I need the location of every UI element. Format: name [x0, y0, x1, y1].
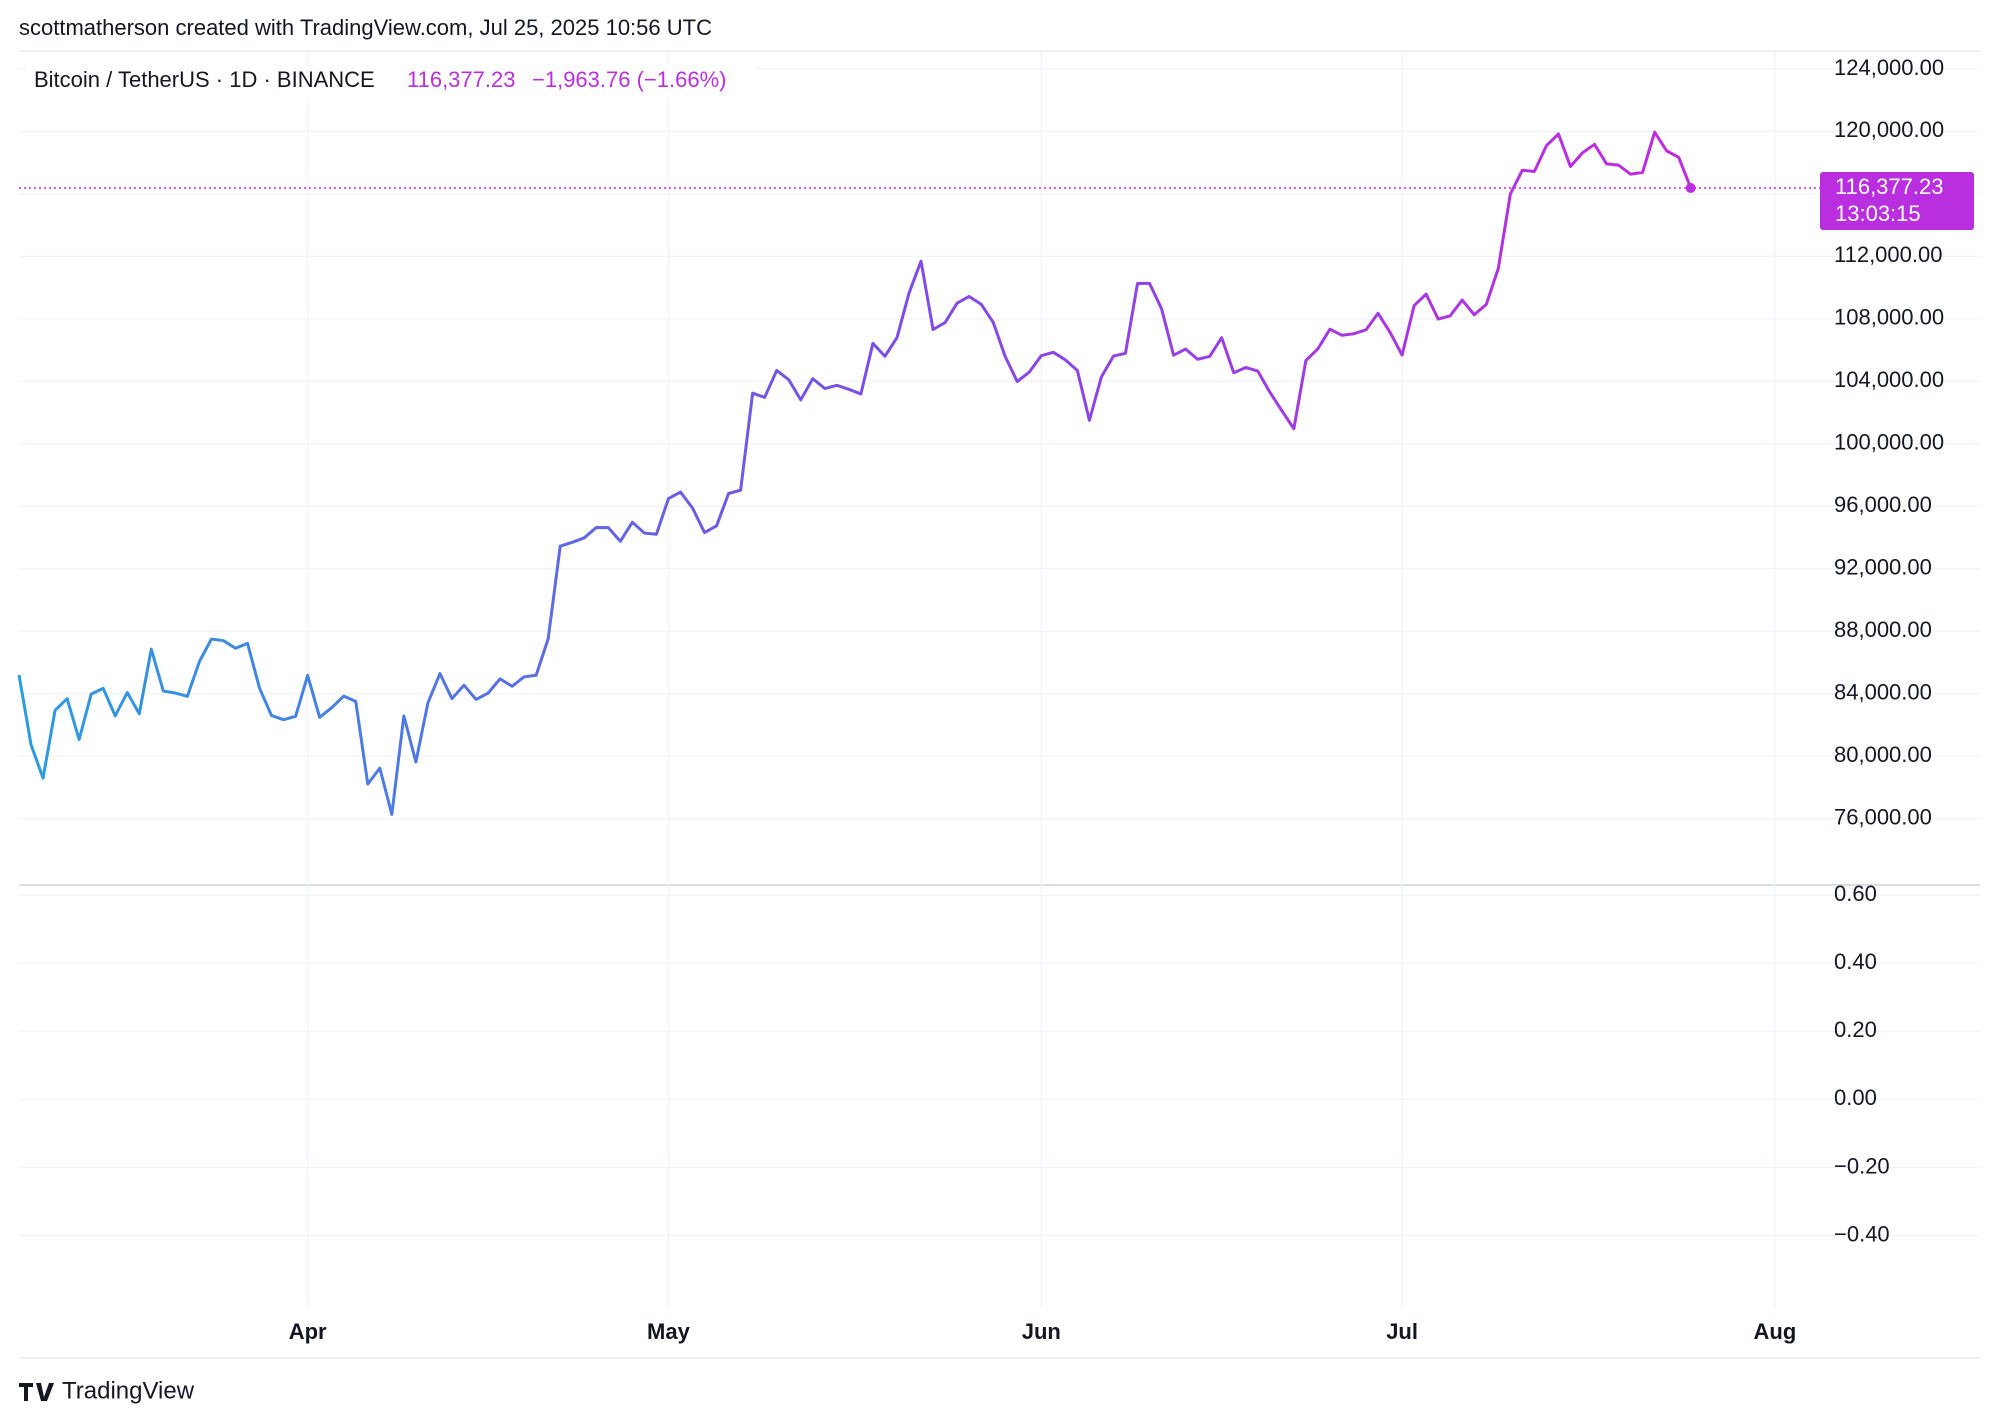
logo-text: TradingView — [62, 1377, 195, 1404]
last-point — [1685, 183, 1696, 194]
header-price: 116,377.23 — [407, 67, 515, 92]
x-tick-label: May — [647, 1319, 691, 1344]
y-tick-label: 124,000.00 — [1834, 55, 1944, 80]
y-tick-label: 76,000.00 — [1834, 804, 1932, 829]
y-tick-label: 84,000.00 — [1834, 679, 1932, 704]
price-label-bg — [1820, 172, 1974, 231]
symbol: Bitcoin / TetherUS · 1D · BINANCE — [34, 67, 375, 92]
y-tick-label: 112,000.00 — [1834, 242, 1942, 267]
y-tick-label: 100,000.00 — [1834, 430, 1944, 455]
y-tick-label: 108,000.00 — [1834, 305, 1944, 330]
logo: TradingView — [19, 1377, 195, 1404]
y2-tick-label: 0.40 — [1834, 949, 1877, 974]
y2-tick-label: −0.40 — [1834, 1221, 1890, 1246]
y-tick-label: 80,000.00 — [1834, 742, 1932, 767]
attribution: scottmatherson created with TradingView.… — [19, 15, 712, 40]
y2-tick-label: 0.60 — [1834, 881, 1877, 906]
y2-tick-label: 0.00 — [1834, 1085, 1877, 1110]
marks — [17, 51, 1980, 1307]
header-change: −1,963.76 (−1.66%) — [532, 67, 726, 92]
price-line — [17, 130, 1693, 816]
x-tick-label: Jun — [1022, 1319, 1061, 1344]
x-tick-label: Jul — [1386, 1319, 1418, 1344]
y2-tick-label: −0.20 — [1834, 1153, 1890, 1178]
header-bg — [26, 64, 756, 98]
logo-icon — [19, 1383, 54, 1401]
y-tick-label: 96,000.00 — [1834, 492, 1932, 517]
x-tick-label: Apr — [289, 1319, 327, 1344]
y-tick-label: 88,000.00 — [1834, 617, 1932, 642]
x-tick-label: Aug — [1754, 1319, 1797, 1344]
price-countdown: 13:03:15 — [1835, 201, 1921, 226]
price-label: 116,377.23 — [1835, 174, 1943, 199]
y2-tick-label: 0.20 — [1834, 1017, 1877, 1042]
y-tick-label: 104,000.00 — [1834, 367, 1944, 392]
y-tick-label: 120,000.00 — [1834, 117, 1944, 142]
y-tick-label: 92,000.00 — [1834, 555, 1932, 580]
